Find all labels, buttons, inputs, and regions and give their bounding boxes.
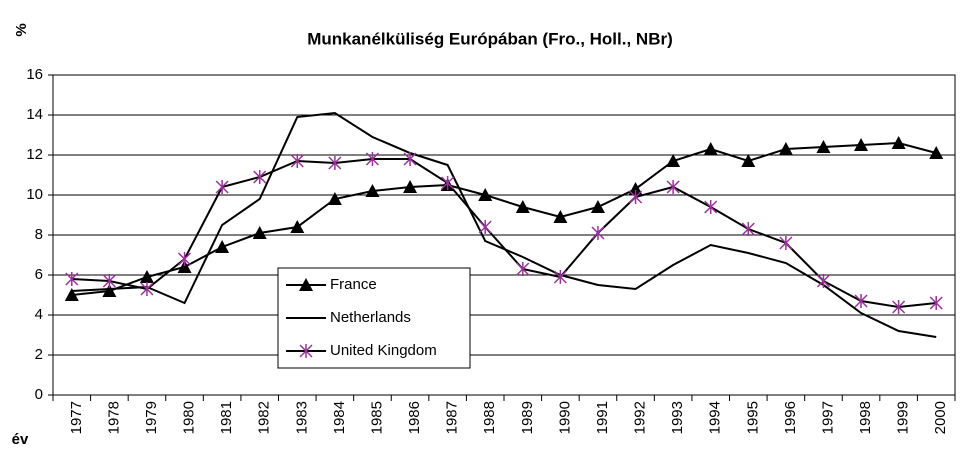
marker xyxy=(816,274,830,288)
x-tick-label: 1985 xyxy=(368,401,385,434)
marker xyxy=(628,182,643,195)
marker xyxy=(892,300,906,314)
chart-title: Munkanélküliség Európában (Fro., Holl., … xyxy=(307,29,673,48)
x-tick-label: 1990 xyxy=(556,401,573,434)
marker xyxy=(703,142,718,155)
marker xyxy=(102,284,117,297)
x-tick-label: 1997 xyxy=(819,401,836,434)
marker xyxy=(553,210,568,223)
y-tick-label: 10 xyxy=(26,186,43,203)
marker xyxy=(591,226,605,240)
marker xyxy=(177,260,192,273)
marker xyxy=(854,294,868,308)
marker xyxy=(929,296,943,310)
marker xyxy=(365,152,379,166)
marker xyxy=(403,180,418,193)
marker xyxy=(629,190,643,204)
legend-label: France xyxy=(330,276,377,293)
x-tick-label: 1984 xyxy=(331,401,348,434)
x-tick-label: 1986 xyxy=(406,401,423,434)
marker xyxy=(553,270,567,284)
marker xyxy=(741,154,756,167)
x-tick-label: 1979 xyxy=(143,401,160,434)
x-tick-label: 1996 xyxy=(782,401,799,434)
y-tick-label: 14 xyxy=(26,106,43,123)
marker xyxy=(139,270,154,283)
series-line xyxy=(71,141,937,296)
x-tick-label: 1989 xyxy=(519,401,536,434)
marker xyxy=(65,272,79,286)
legend-label: United Kingdom xyxy=(330,342,437,359)
marker xyxy=(816,140,831,153)
marker xyxy=(779,236,793,250)
x-tick-label: 1998 xyxy=(857,401,874,434)
x-axis-label: év xyxy=(12,431,29,448)
marker xyxy=(778,142,793,155)
y-tick-label: 12 xyxy=(26,146,43,163)
legend-label: Netherlands xyxy=(330,309,411,326)
marker xyxy=(478,220,492,234)
y-tick-label: 2 xyxy=(35,346,43,363)
marker xyxy=(929,146,944,159)
marker xyxy=(441,176,455,190)
legend-marker xyxy=(299,344,313,358)
marker xyxy=(403,152,417,166)
marker xyxy=(290,220,305,233)
x-tick-label: 1991 xyxy=(594,401,611,434)
marker xyxy=(516,262,530,276)
marker xyxy=(64,288,79,301)
y-tick-label: 16 xyxy=(26,66,43,83)
x-tick-label: 1988 xyxy=(481,401,498,434)
x-tick-label: 1995 xyxy=(744,401,761,434)
marker xyxy=(215,240,230,253)
y-tick-label: 8 xyxy=(35,226,43,243)
marker xyxy=(515,200,530,213)
marker xyxy=(215,180,229,194)
marker xyxy=(666,180,680,194)
y-axis-label: % xyxy=(13,23,30,36)
y-tick-label: 4 xyxy=(35,306,43,323)
y-tick-label: 0 xyxy=(35,386,43,403)
x-tick-label: 1982 xyxy=(256,401,273,434)
marker xyxy=(290,154,304,168)
marker xyxy=(252,226,267,239)
x-tick-label: 1978 xyxy=(105,401,122,434)
x-tick-label: 2000 xyxy=(932,401,949,434)
marker xyxy=(741,222,755,236)
x-tick-label: 1994 xyxy=(707,401,724,434)
marker xyxy=(178,252,192,266)
marker xyxy=(253,170,267,184)
marker xyxy=(854,138,869,151)
x-tick-label: 1992 xyxy=(632,401,649,434)
marker xyxy=(327,192,342,205)
marker xyxy=(478,188,493,201)
x-tick-label: 1987 xyxy=(444,401,461,434)
marker xyxy=(102,274,116,288)
y-tick-label: 6 xyxy=(35,266,43,283)
marker xyxy=(590,200,605,213)
x-tick-label: 1999 xyxy=(895,401,912,434)
marker xyxy=(365,184,380,197)
marker xyxy=(704,200,718,214)
x-tick-label: 1977 xyxy=(68,401,85,434)
x-tick-label: 1983 xyxy=(293,401,310,434)
legend-marker xyxy=(299,278,313,291)
series-line xyxy=(71,158,937,309)
x-tick-label: 1993 xyxy=(669,401,686,434)
x-tick-label: 1980 xyxy=(181,401,198,434)
marker xyxy=(891,136,906,149)
x-tick-label: 1981 xyxy=(218,401,235,434)
marker xyxy=(328,156,342,170)
marker xyxy=(666,154,681,167)
marker xyxy=(140,282,154,296)
